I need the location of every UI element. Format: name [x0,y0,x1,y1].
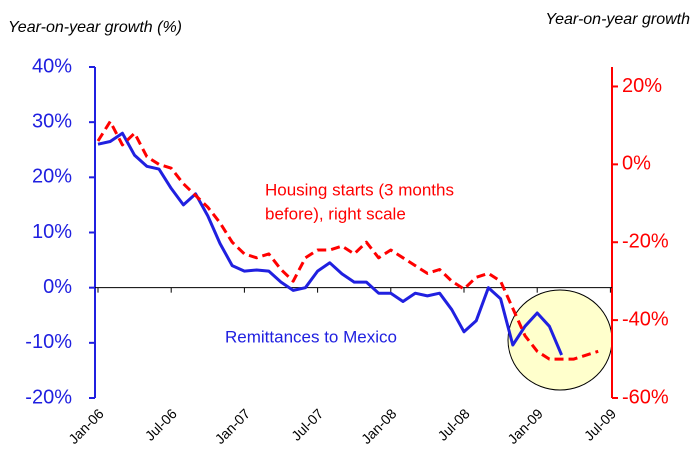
y-tick-label: 30% [32,110,72,132]
x-tick-label: Jul-07 [288,405,326,443]
x-tick-label: Jan-09 [504,405,546,447]
y2-tick-label: -60% [622,386,669,408]
y-axis-title: Year-on-year growth (%) [8,19,182,36]
annotation: Remittances to Mexico [225,327,397,346]
series-line [97,131,563,356]
y-tick-label: -10% [25,331,72,353]
y2-tick-label: 0% [622,153,651,175]
y-tick-label: 10% [32,221,72,243]
x-tick-label: Jan-07 [212,405,254,447]
x-tick-label: Jul-09 [581,405,619,443]
y2-tick-label: -40% [622,308,669,330]
x-tick-label: Jul-08 [434,405,472,443]
y-tick-label: 40% [32,55,72,77]
y-tick-label: -20% [25,386,72,408]
series-line [96,120,599,361]
annotation: Housing starts (3 months [265,180,454,199]
y2-axis-title: Year-on-year growth [545,11,690,28]
highlight-circle [507,289,613,391]
y-tick-label: 0% [43,276,72,298]
annotation: before), right scale [265,204,406,223]
y2-tick-label: 20% [622,75,662,97]
y2-tick-label: -20% [622,231,669,253]
x-tick-label: Jan-06 [65,405,107,447]
x-tick-label: Jul-06 [142,405,180,443]
y-tick-label: 20% [32,166,72,188]
x-tick-label: Jan-08 [358,405,400,447]
